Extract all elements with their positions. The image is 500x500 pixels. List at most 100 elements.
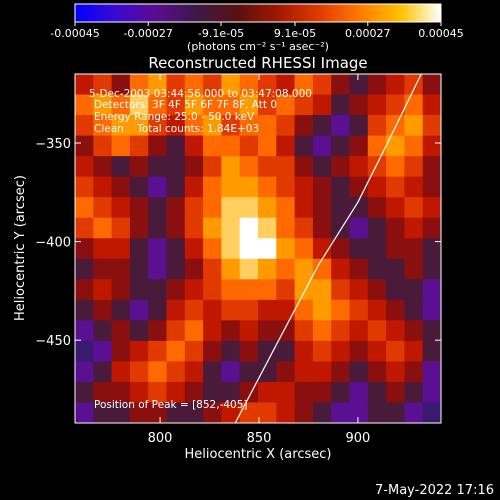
heatmap-cell [276, 94, 296, 116]
heatmap-cell [221, 94, 241, 116]
heatmap-cell [276, 299, 296, 321]
heatmap-cell [422, 217, 441, 239]
heatmap-cell [203, 217, 222, 239]
heatmap-cell [148, 74, 168, 96]
heatmap-cell [129, 320, 149, 342]
heatmap-cell [349, 197, 369, 219]
solar-limb-curve [234, 74, 422, 423]
heatmap-cell [93, 197, 113, 219]
heatmap-cell [331, 135, 351, 157]
x-axis-label: Heliocentric X (arcsec) [185, 447, 332, 462]
heatmap-cell [349, 320, 369, 342]
heatmap-cell [148, 361, 168, 383]
heatmap-cell [276, 361, 296, 383]
heatmap-cell [386, 156, 405, 178]
plot-frame [74, 73, 442, 424]
x-tick-label: 900 [345, 431, 370, 446]
heatmap-cell [221, 340, 241, 363]
heatmap-cell [367, 217, 387, 239]
heatmap-cell [276, 156, 296, 178]
heatmap-cell [184, 340, 204, 363]
heatmap-cell [129, 340, 149, 363]
heatmap-cell [258, 156, 277, 178]
heatmap-cell [75, 279, 94, 301]
heatmap-cell [312, 320, 332, 342]
heatmap-cell [184, 279, 204, 301]
heatmap-cell [75, 156, 94, 178]
heatmap-cell [294, 340, 314, 363]
heatmap-cell [166, 258, 186, 280]
heatmap-cell [148, 156, 168, 178]
heatmap-cell [148, 217, 168, 239]
heatmap-cell [404, 135, 424, 157]
heatmap-cell [203, 74, 222, 96]
heatmap-cell [422, 238, 441, 260]
heatmap-cell [258, 361, 277, 383]
heatmap-cell [221, 279, 241, 301]
heatmap-cell [75, 217, 94, 239]
heatmap-cell [258, 320, 277, 342]
colorbar-tick-label: -0.00045 [50, 27, 99, 40]
heatmap-cell [166, 74, 186, 96]
colorbar-tick-label: -9.1e-05 [198, 27, 244, 40]
heatmap-cell [258, 94, 277, 116]
heatmap-cell [258, 402, 277, 423]
heatmap-cell [331, 279, 351, 301]
y-tick-label: −350 [35, 137, 71, 152]
heatmap-cell [129, 299, 149, 321]
heatmap-cell [367, 320, 387, 342]
heatmap-cell [239, 135, 259, 157]
heatmap-cell [422, 402, 441, 423]
heatmap-cell [129, 176, 149, 198]
heatmap-cell [239, 361, 259, 383]
heatmap-cell [367, 340, 387, 363]
heatmap-cell [166, 320, 186, 342]
heatmap-cell [367, 135, 387, 157]
colorbar [74, 3, 442, 23]
heatmap-cell [148, 258, 168, 280]
heatmap-cell [93, 381, 113, 404]
heatmap-cell [422, 381, 441, 404]
heatmap-cell [349, 340, 369, 363]
heatmap-cell [148, 176, 168, 198]
heatmap-cell [367, 299, 387, 321]
heatmap-cell [148, 299, 168, 321]
heatmap-cell [294, 176, 314, 198]
heatmap-cell [166, 340, 186, 363]
heatmap-cell [75, 176, 94, 198]
heatmap-cell [111, 279, 131, 301]
heatmap-cell [276, 176, 296, 198]
heatmap-cell [367, 156, 387, 178]
heatmap-cell [203, 94, 222, 116]
heatmap-cell [203, 115, 222, 137]
heatmap-cell [258, 115, 277, 137]
heatmap-cell [367, 361, 387, 383]
heatmap-cell [312, 258, 332, 280]
heatmap-cell [258, 299, 277, 321]
chart-title: Reconstructed RHESSI Image [148, 54, 367, 72]
heatmap-cell [312, 279, 332, 301]
heatmap-cell [166, 381, 186, 404]
heatmap-cell [349, 94, 369, 116]
heatmap-cell [349, 115, 369, 137]
heatmap-cell [239, 176, 259, 198]
heatmap-cell [129, 258, 149, 280]
heatmap-cell [367, 197, 387, 219]
heatmap-cell [349, 135, 369, 157]
annotation-energy: Energy Range: 25.0 - 50.0 keV [94, 111, 255, 123]
heatmap-cell [148, 94, 168, 116]
heatmap-cell [258, 74, 277, 96]
heatmap-cell [129, 279, 149, 301]
heatmap-cell [367, 94, 387, 116]
heatmap-cell [386, 402, 405, 423]
heatmap-cell [312, 176, 332, 198]
heatmap-cell [239, 279, 259, 301]
heatmap-cell [258, 135, 277, 157]
heatmap-cell [148, 238, 168, 260]
heatmap-cell [203, 156, 222, 178]
heatmap-cell [386, 340, 405, 363]
heatmap-cell [312, 197, 332, 219]
heatmap-cell [312, 340, 332, 363]
heatmap-cell [404, 299, 424, 321]
heatmap-cell [239, 402, 259, 423]
